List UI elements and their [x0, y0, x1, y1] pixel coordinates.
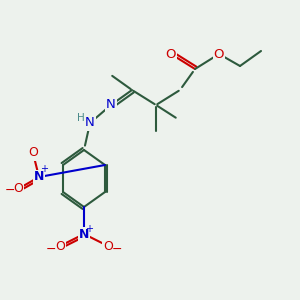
Text: O: O	[103, 239, 113, 253]
Text: O: O	[55, 239, 65, 253]
Text: H: H	[76, 112, 84, 123]
Text: −: −	[112, 242, 122, 256]
Text: N: N	[79, 227, 89, 241]
Text: N: N	[106, 98, 116, 112]
Text: O: O	[28, 146, 38, 160]
Text: +: +	[40, 164, 48, 175]
Text: O: O	[166, 47, 176, 61]
Text: +: +	[85, 224, 93, 234]
Text: N: N	[85, 116, 95, 130]
Text: O: O	[214, 47, 224, 61]
Text: O: O	[13, 182, 23, 196]
Text: −: −	[46, 242, 56, 256]
Text: N: N	[34, 170, 44, 184]
Text: −: −	[4, 184, 15, 197]
